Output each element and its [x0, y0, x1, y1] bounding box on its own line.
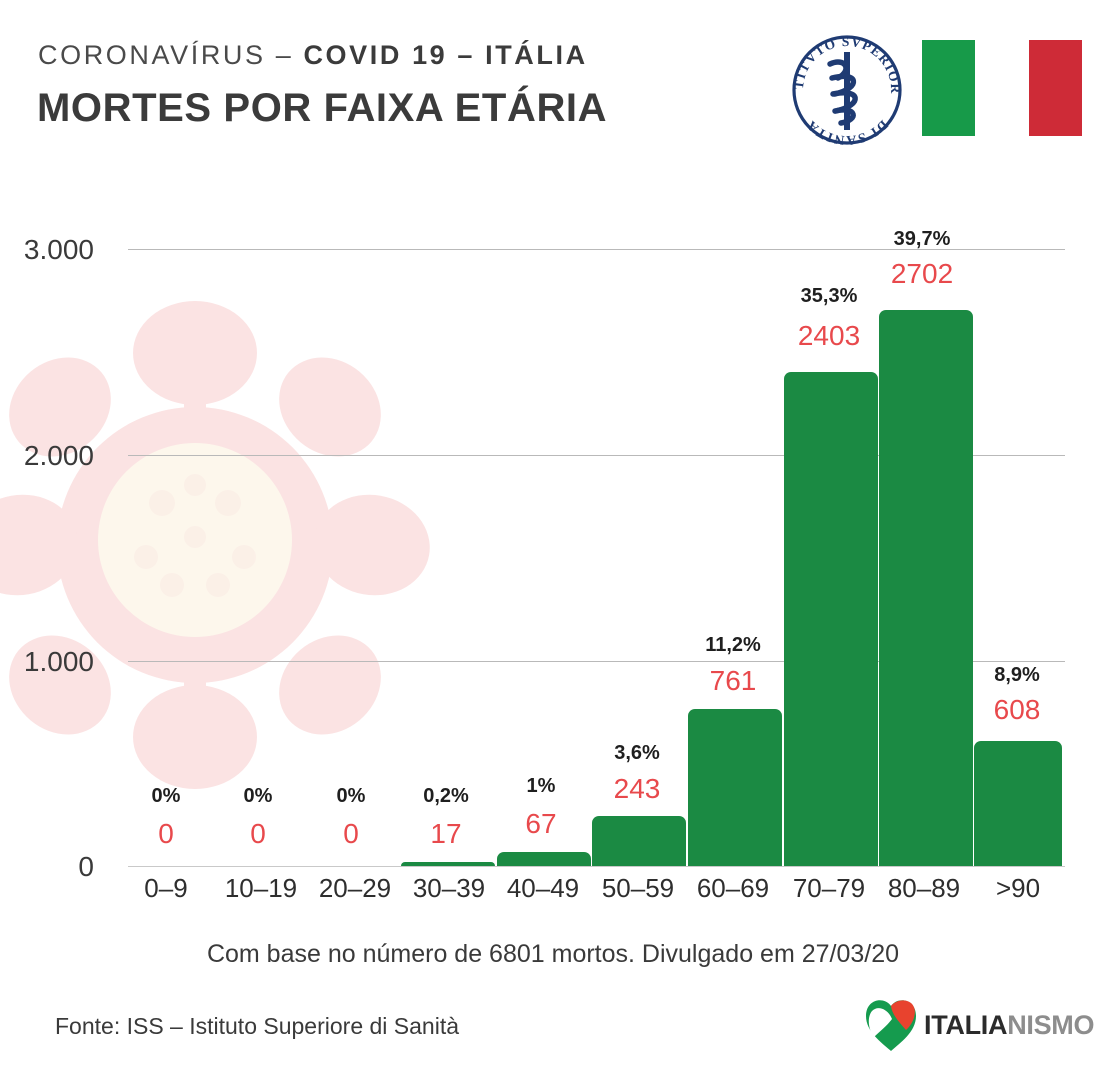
value-label-60-69: 761: [709, 665, 757, 696]
bar-40-49[interactable]: [497, 852, 591, 866]
ytick-label-3000: 3.000: [23, 234, 94, 265]
flag-band-white: [975, 40, 1029, 136]
pct-label-80-89: 39,7%: [893, 228, 951, 250]
value-label-30-39: 17: [430, 818, 462, 849]
pct-label-gt90: 8,9%: [994, 664, 1040, 686]
pct-label-30-39: 0,2%: [423, 785, 469, 807]
value-label-10-19: 0: [250, 818, 266, 849]
value-label-70-79: 2403: [797, 320, 861, 351]
pct-label-20-29: 0%: [336, 785, 366, 807]
bar-50-59[interactable]: [592, 816, 686, 866]
xlabel-0-9: 0–9: [144, 873, 188, 903]
value-label-0-9: 0: [158, 818, 174, 849]
italianismo-wordmark: ITALIANISMO: [924, 1010, 1095, 1041]
page-kicker: CORONAVÍRUS – COVID 19 – ITÁLIA: [38, 40, 588, 71]
pct-label-10-19: 0%: [243, 785, 273, 807]
kicker-strong: COVID 19 – ITÁLIA: [303, 40, 588, 70]
pct-label-0-9: 0%: [151, 785, 181, 807]
gridline-3000: [128, 249, 1065, 250]
ytick-label-0: 0: [78, 851, 94, 882]
gridline-2000: [128, 455, 1065, 456]
ytick-label-1000: 1.000: [23, 646, 94, 677]
bar-30-39[interactable]: [401, 862, 495, 866]
xlabel-20-29: 20–29: [318, 873, 392, 903]
xlabel-10-19: 10–19: [224, 873, 298, 903]
bar-70-79[interactable]: [784, 372, 878, 866]
xlabel-80-89: 80–89: [887, 873, 961, 903]
brand-light-text: NISMO: [1007, 1010, 1095, 1040]
pct-label-40-49: 1%: [526, 775, 556, 797]
chart-caption: Com base no número de 6801 mortos. Divul…: [206, 940, 900, 968]
page-title: MORTES POR FAIXA ETÁRIA: [37, 86, 608, 130]
gridline-1000: [128, 661, 1065, 662]
kicker-regular: CORONAVÍRUS –: [38, 40, 304, 70]
gridline-0: [128, 866, 1065, 867]
flag-band-green: [922, 40, 976, 136]
italianismo-logo[interactable]: ITALIANISMO: [862, 997, 1095, 1055]
bar-gt90[interactable]: [974, 741, 1062, 866]
pct-label-50-59: 3,6%: [614, 742, 660, 764]
xlabel-30-39: 30–39: [412, 873, 486, 903]
value-label-40-49: 67: [525, 808, 557, 839]
header: CORONAVÍRUS – COVID 19 – ITÁLIA MORTES P…: [0, 0, 1106, 160]
value-label-gt90: 608: [993, 694, 1041, 725]
source-note: Fonte: ISS – Istituto Superiore di Sanit…: [55, 1013, 460, 1039]
pct-label-70-79: 35,3%: [800, 285, 858, 307]
flag-band-red: [1028, 40, 1082, 136]
brand-bold-text: ITALIA: [924, 1010, 1008, 1040]
bar-60-69[interactable]: [688, 709, 782, 866]
ytick-label-2000: 2.000: [23, 440, 94, 471]
xlabel-60-69: 60–69: [696, 873, 770, 903]
xlabel-70-79: 70–79: [792, 873, 866, 903]
bar-80-89[interactable]: [879, 310, 973, 866]
italian-flag: [922, 40, 1082, 136]
value-label-80-89: 2702: [890, 258, 954, 289]
value-label-50-59: 243: [613, 773, 661, 804]
xlabel-gt90: >90: [995, 873, 1041, 903]
italianismo-mark-icon: [866, 1000, 916, 1051]
value-label-20-29: 0: [343, 818, 359, 849]
xlabel-50-59: 50–59: [601, 873, 675, 903]
pct-label-60-69: 11,2%: [705, 634, 761, 656]
xlabel-40-49: 40–49: [506, 873, 580, 903]
iss-seal-icon: ISTITVTO SVPERIORE DI SANITA: [783, 26, 902, 148]
